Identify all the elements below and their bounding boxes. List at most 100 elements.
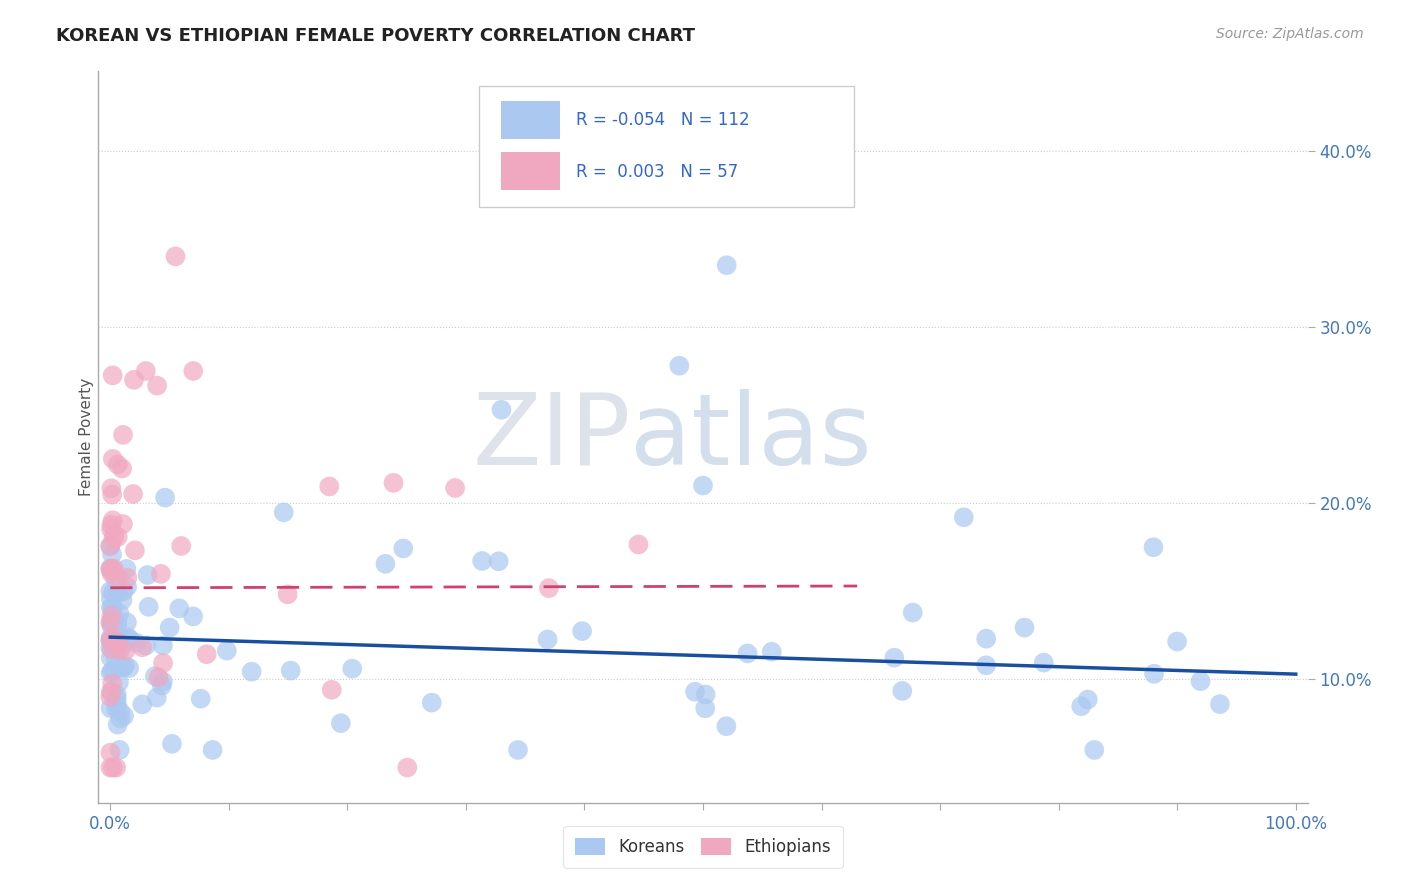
Point <box>101 600 124 615</box>
Point <box>382 475 405 490</box>
Point <box>98 690 121 704</box>
Point <box>100 631 122 645</box>
Point <box>122 373 145 387</box>
Point <box>100 746 122 760</box>
Point <box>101 368 124 383</box>
Point <box>114 643 136 657</box>
Point <box>110 642 132 657</box>
Point <box>101 513 124 527</box>
Point <box>104 651 127 665</box>
Point <box>683 684 706 698</box>
Point <box>100 632 122 647</box>
Point <box>100 608 122 623</box>
Point <box>167 601 190 615</box>
Point <box>104 701 127 715</box>
Text: Source: ZipAtlas.com: Source: ZipAtlas.com <box>1216 27 1364 41</box>
Point <box>152 656 174 670</box>
FancyBboxPatch shape <box>479 86 855 207</box>
Point <box>107 717 129 731</box>
Point <box>506 743 529 757</box>
Point <box>159 621 181 635</box>
Point <box>488 554 510 568</box>
Point <box>974 632 997 646</box>
Point <box>111 593 134 607</box>
Point <box>107 530 129 544</box>
Point <box>318 479 340 493</box>
Point <box>115 562 138 576</box>
Point <box>103 611 125 625</box>
Point <box>98 539 121 553</box>
Point <box>105 688 128 702</box>
Point <box>420 696 443 710</box>
Point <box>100 600 122 615</box>
Y-axis label: Female Poverty: Female Poverty <box>79 378 94 496</box>
Point <box>115 615 138 630</box>
Text: R =  0.003   N = 57: R = 0.003 N = 57 <box>576 162 738 180</box>
Point <box>101 451 124 466</box>
Point <box>891 684 914 698</box>
Point <box>101 585 124 599</box>
Point <box>107 635 129 649</box>
Point <box>1189 674 1212 689</box>
Point <box>114 658 136 673</box>
Point <box>101 488 124 502</box>
Point <box>105 614 128 628</box>
Point <box>273 505 295 519</box>
Point <box>100 561 122 575</box>
Point <box>117 571 139 585</box>
Point <box>668 359 690 373</box>
Point <box>571 624 593 638</box>
Point <box>98 584 121 599</box>
Point <box>98 615 121 630</box>
Point <box>101 566 124 581</box>
Point <box>952 510 974 524</box>
Point <box>122 487 145 501</box>
Point <box>1166 634 1188 648</box>
Point <box>101 606 124 620</box>
Point <box>112 660 135 674</box>
Point <box>160 737 183 751</box>
Point <box>101 676 124 690</box>
Point <box>100 642 122 657</box>
Point <box>103 528 125 542</box>
Point <box>329 716 352 731</box>
Point <box>374 557 396 571</box>
Point <box>1209 697 1232 711</box>
Point <box>100 684 122 698</box>
Point <box>392 541 415 556</box>
Point <box>100 522 122 536</box>
Point <box>321 682 343 697</box>
Point <box>118 661 141 675</box>
Point <box>98 641 121 656</box>
Text: ZIP: ZIP <box>472 389 630 485</box>
Point <box>100 701 122 715</box>
Point <box>143 669 166 683</box>
Point <box>111 516 134 531</box>
Point <box>695 701 717 715</box>
Point <box>471 554 494 568</box>
Point <box>104 634 127 648</box>
Point <box>117 630 139 644</box>
Point <box>150 679 173 693</box>
Point <box>396 760 419 774</box>
Point <box>136 568 159 582</box>
Point <box>444 481 467 495</box>
Point <box>105 692 128 706</box>
Point <box>100 517 122 532</box>
Point <box>110 659 132 673</box>
Point <box>181 364 204 378</box>
FancyBboxPatch shape <box>501 152 561 190</box>
Point <box>100 651 122 665</box>
Point <box>131 640 153 655</box>
Point <box>105 643 128 657</box>
Point <box>240 665 263 679</box>
Point <box>115 580 138 594</box>
Point <box>100 685 122 699</box>
Point <box>695 688 717 702</box>
Point <box>737 647 759 661</box>
Point <box>1014 621 1036 635</box>
Point <box>277 587 299 601</box>
Point <box>100 614 122 628</box>
Point <box>146 690 169 705</box>
Point <box>101 547 124 561</box>
